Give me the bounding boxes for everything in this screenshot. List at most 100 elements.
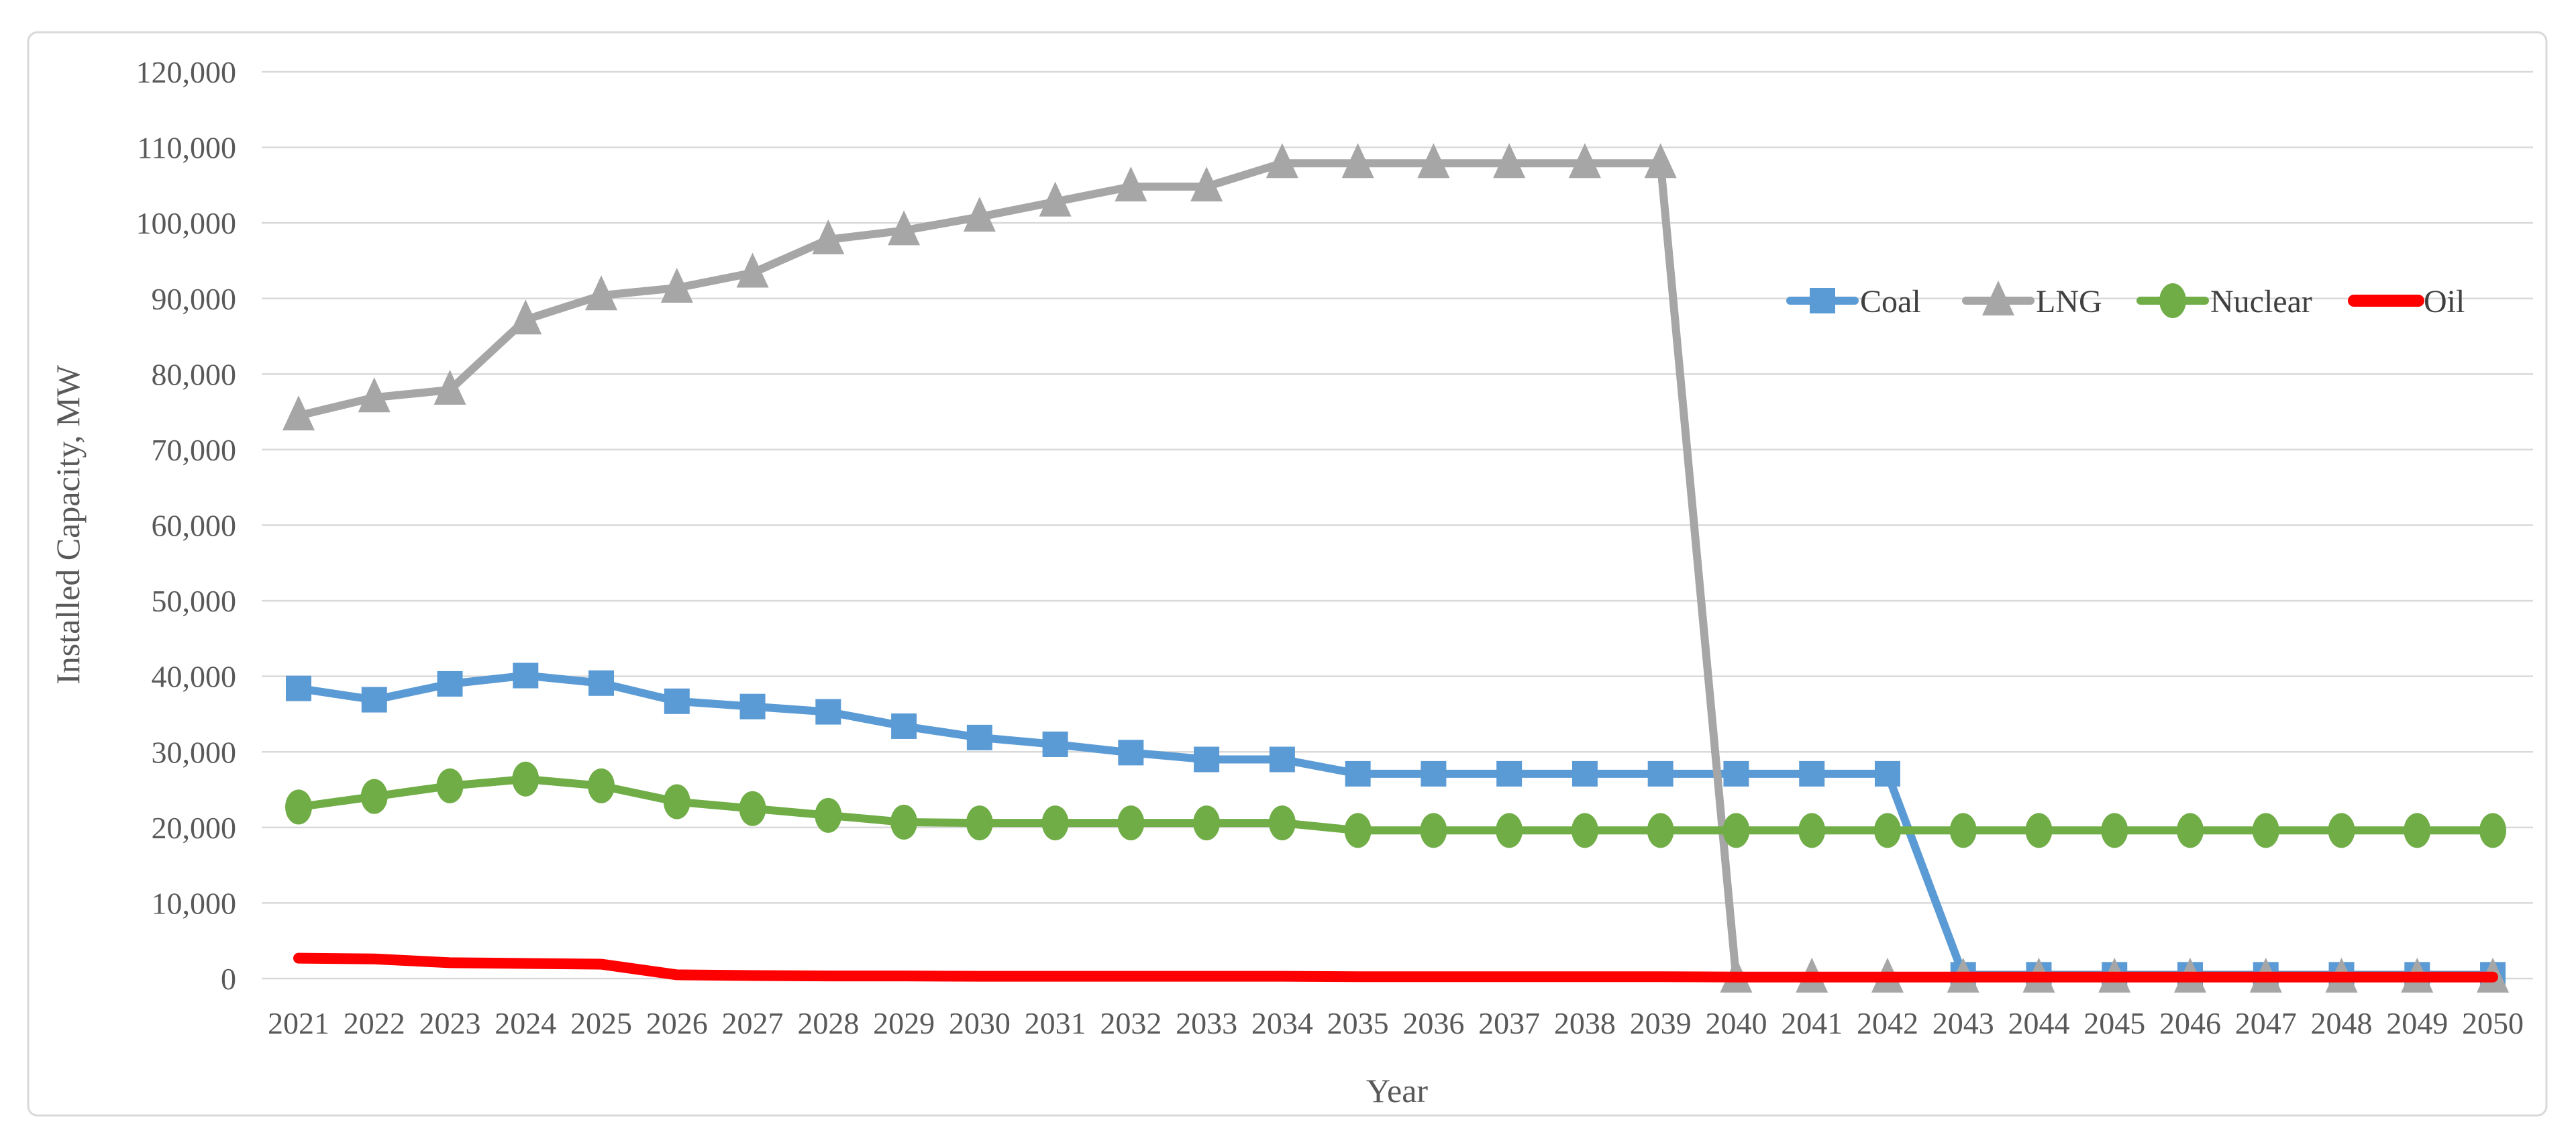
y-tick-label: 30,000 xyxy=(152,735,237,769)
y-tick-label: 50,000 xyxy=(152,584,237,618)
y-tick-label: 10,000 xyxy=(152,886,237,920)
series-lng-marker xyxy=(1190,166,1223,202)
x-tick-label: 2048 xyxy=(2311,1006,2373,1040)
x-tick-label: 2027 xyxy=(722,1006,784,1040)
series-nuclear-marker xyxy=(1496,813,1523,848)
x-tick-label: 2031 xyxy=(1025,1006,1086,1040)
series-lng-marker xyxy=(509,299,542,335)
series-nuclear-marker xyxy=(1798,813,1826,848)
legend-item-coal: Coal xyxy=(1786,284,1921,319)
x-tick-label: 2043 xyxy=(1933,1006,1994,1040)
legend-item-oil: Oil xyxy=(2348,284,2465,319)
series-coal-marker xyxy=(891,713,917,739)
series-lng-marker xyxy=(1266,143,1298,179)
series-nuclear-marker xyxy=(1344,813,1372,848)
chart-frame xyxy=(27,31,2548,1117)
series-coal-marker xyxy=(286,675,311,701)
y-tick-label: 40,000 xyxy=(152,660,237,694)
series-coal-marker xyxy=(739,693,766,719)
legend-label: Nuclear xyxy=(2210,284,2312,319)
series-coal-marker xyxy=(815,699,841,725)
series-nuclear-marker xyxy=(1117,805,1145,841)
x-tick-label: 2050 xyxy=(2462,1006,2524,1040)
series-nuclear-marker xyxy=(588,768,615,803)
y-tick-label: 70,000 xyxy=(152,433,237,467)
x-tick-label: 2045 xyxy=(2083,1006,2145,1040)
x-tick-label: 2023 xyxy=(419,1006,481,1040)
series-coal-marker xyxy=(1118,740,1144,766)
series-lng-marker xyxy=(282,395,315,431)
series-nuclear-marker xyxy=(2101,813,2128,848)
series-lng-marker xyxy=(358,377,391,413)
series-nuclear-marker xyxy=(285,789,312,825)
x-tick-label: 2034 xyxy=(1251,1006,1313,1040)
legend-marker-circle xyxy=(2159,283,2186,318)
x-tick-label: 2047 xyxy=(2235,1006,2297,1040)
legend-label: LNG xyxy=(2036,284,2102,319)
series-lng-marker xyxy=(1039,181,1072,217)
series-nuclear-marker xyxy=(1647,813,1674,848)
legend-label: Coal xyxy=(1860,284,1921,319)
y-tick-label: 60,000 xyxy=(152,509,237,543)
series-lng-marker xyxy=(1644,143,1677,179)
legend-marker-triangle xyxy=(1982,281,2014,315)
x-tick-label: 2030 xyxy=(949,1006,1011,1040)
y-tick-label: 20,000 xyxy=(152,811,237,845)
series-coal-marker xyxy=(1269,746,1295,773)
series-nuclear-marker xyxy=(739,791,766,826)
series-nuclear-marker xyxy=(512,761,539,797)
x-tick-label: 2035 xyxy=(1327,1006,1389,1040)
x-tick-label: 2037 xyxy=(1478,1006,1540,1040)
series-lng-marker xyxy=(660,267,693,303)
series-nuclear-marker xyxy=(663,784,690,819)
series-lng-marker xyxy=(736,252,769,288)
y-axis-title: Installed Capacity, MW xyxy=(49,364,87,685)
x-tick-label: 2049 xyxy=(2386,1006,2448,1040)
x-tick-label: 2022 xyxy=(344,1006,405,1040)
series-coal-marker xyxy=(966,724,992,750)
series-nuclear-marker xyxy=(1041,805,1069,841)
series-lng-marker xyxy=(1341,143,1374,179)
y-tick-label: 80,000 xyxy=(152,357,237,391)
series-coal-marker xyxy=(361,687,387,713)
series-nuclear-marker xyxy=(1571,813,1598,848)
x-tick-label: 2029 xyxy=(873,1006,935,1040)
series-coal-marker xyxy=(588,670,615,696)
series-lng-marker xyxy=(1115,166,1147,202)
series-coal-marker xyxy=(1572,760,1598,787)
series-coal-marker xyxy=(1874,760,1900,787)
series-nuclear-marker xyxy=(1268,805,1296,841)
series-lng-marker xyxy=(888,210,921,246)
x-tick-label: 2024 xyxy=(495,1006,556,1040)
x-tick-label: 2032 xyxy=(1100,1006,1162,1040)
series-nuclear-marker xyxy=(2479,813,2507,848)
y-tick-label: 0 xyxy=(221,962,236,996)
y-tick-label: 110,000 xyxy=(137,131,236,165)
series-lng-marker xyxy=(433,369,466,405)
series-coal-marker xyxy=(513,662,539,689)
x-tick-label: 2041 xyxy=(1781,1006,1843,1040)
series-lng-marker xyxy=(1493,143,1526,179)
series-nuclear-marker xyxy=(815,797,842,833)
y-tick-label: 120,000 xyxy=(136,55,237,89)
legend-label: Oil xyxy=(2424,284,2465,319)
series-layer xyxy=(282,143,2510,993)
series-oil-line xyxy=(293,952,2498,983)
series-coal-marker xyxy=(1647,760,1673,787)
x-tick-label: 2038 xyxy=(1554,1006,1616,1040)
series-lng-marker xyxy=(1568,143,1601,179)
x-tick-label: 2036 xyxy=(1402,1006,1464,1040)
axis-labels: 0 10,000 20,000 30,000 40,000 50,000 60,000 70,… xyxy=(136,55,2524,1040)
x-axis-title: Year xyxy=(1366,1072,1428,1109)
x-tick-label: 2040 xyxy=(1705,1006,1767,1040)
x-tick-label: 2042 xyxy=(1857,1006,1918,1040)
series-nuclear-marker xyxy=(1193,805,1221,841)
series-lng-marker xyxy=(585,275,618,311)
series-coal-marker xyxy=(437,670,463,697)
x-tick-label: 2025 xyxy=(570,1006,632,1040)
series-lng-marker xyxy=(812,219,845,254)
x-tick-label: 2033 xyxy=(1176,1006,1237,1040)
series-nuclear-marker xyxy=(1722,813,1750,848)
